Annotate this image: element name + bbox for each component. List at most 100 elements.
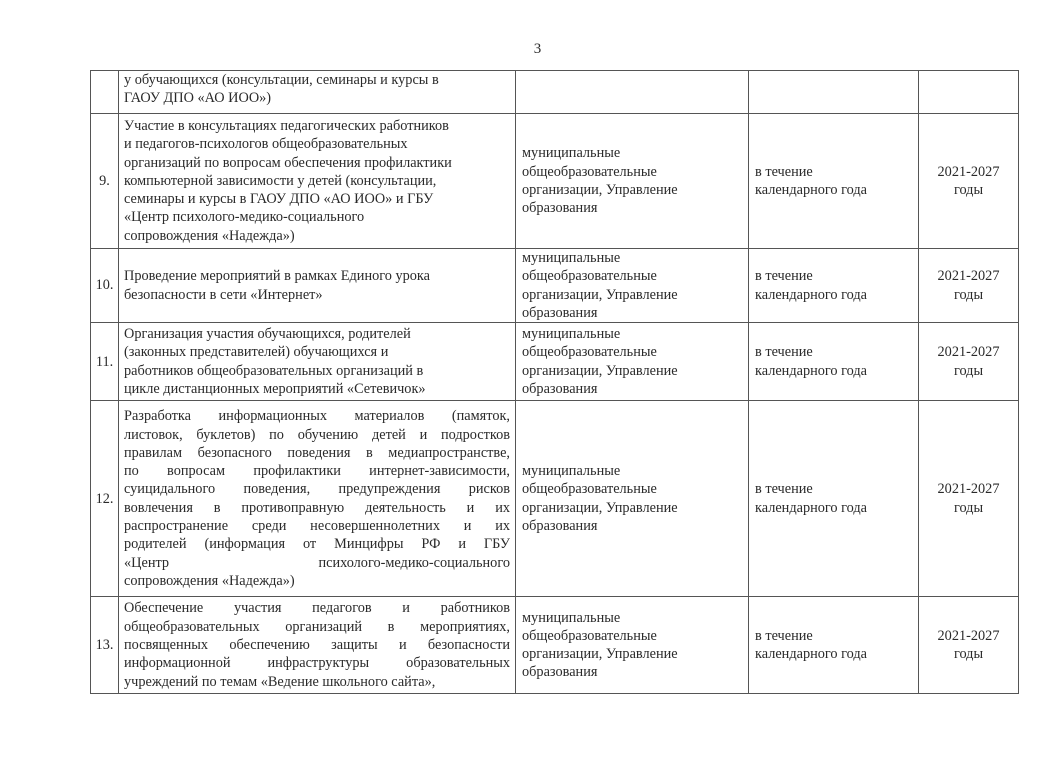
text-line: ГАОУ ДПО «АО ИОО»): [124, 90, 272, 107]
text-line: календарного года: [755, 362, 867, 379]
row-number: 12.: [90, 400, 119, 598]
text-line: муниципальные: [522, 326, 621, 343]
row-number: [90, 70, 119, 114]
text-line: 2021-2027: [937, 163, 1000, 180]
text-line: образования: [522, 380, 598, 397]
table-row: 11. Организация участия обучающихся, роди…: [90, 322, 1019, 402]
text-line: муниципальные: [522, 463, 621, 480]
row-number: 11.: [90, 322, 119, 402]
text-line: (законных представителей) обучающихся и: [124, 344, 389, 361]
activities-table: у обучающихся (консультации, семинары и …: [90, 70, 1019, 695]
text-line: Организация участия обучающихся, родител…: [124, 326, 411, 343]
text-line: работников общеобразовательных организац…: [124, 362, 424, 379]
text-line: и педагогов-психологов общеобразовательн…: [124, 136, 408, 153]
years: 2021-2027 годы: [918, 113, 1019, 249]
text-line: календарного года: [755, 499, 867, 516]
timeframe: в течение календарного года: [748, 596, 919, 695]
years: 2021-2027 годы: [918, 247, 1019, 324]
text-line: муниципальные: [522, 609, 621, 626]
text-line: семинары и курсы в ГАОУ ДПО «АО ИОО» и Г…: [124, 191, 434, 208]
text-line: общеобразовательных организаций в меропр…: [124, 618, 510, 635]
timeframe: в течение календарного года: [748, 400, 919, 598]
years: 2021-2027 годы: [918, 400, 1019, 598]
responsible-organizations: муниципальные общеобразовательные организа…: [515, 247, 749, 324]
table-row: у обучающихся (консультации, семинары и …: [90, 70, 1019, 114]
row-number: 13.: [90, 596, 119, 695]
text-line: по вопросам профилактики интернет-зависи…: [124, 463, 510, 480]
text-line: 2021-2027: [937, 481, 1000, 498]
text-line: у обучающихся (консультации, семинары и …: [124, 72, 439, 88]
text-line: Разработка информационных материалов (па…: [124, 408, 510, 425]
timeframe: в течение календарного года: [748, 113, 919, 249]
responsible-organizations: муниципальные общеобразовательные организа…: [515, 400, 749, 598]
text-line: сопровождения «Надежда»): [124, 572, 295, 589]
text-line: муниципальные: [522, 145, 621, 162]
table-row: 9. Участие в консультациях педагогических…: [90, 113, 1019, 249]
text-line: образования: [522, 304, 598, 321]
text-line: общеобразовательные: [522, 627, 657, 644]
text-line: цикле дистанционных мероприятий «Сетевич…: [124, 380, 426, 397]
text-line: вовлечения в противоправную деятельность…: [124, 499, 510, 516]
text-line: годы: [953, 499, 984, 516]
text-line: в течение: [755, 627, 813, 644]
text-line: общеобразовательные: [522, 268, 657, 285]
text-line: Проведение мероприятий в рамках Единого …: [124, 268, 431, 285]
activity-description: Участие в консультациях педагогических р…: [118, 113, 516, 249]
text-line: Участие в консультациях педагогических р…: [124, 117, 449, 134]
text-line: общеобразовательные: [522, 481, 657, 498]
text-line: учреждений по темам «Ведение школьного с…: [124, 673, 436, 690]
text-line: сопровождения «Надежда»): [124, 227, 295, 244]
text-line: безопасности в сети «Интернет»: [124, 286, 323, 303]
years: [918, 70, 1019, 114]
table-row: 10. Проведение мероприятий в рамках Едино…: [90, 247, 1019, 324]
row-number: 9.: [90, 113, 119, 249]
text-line: организаций по вопросам обеспечения проф…: [124, 154, 452, 171]
text-line: организации, Управление: [522, 182, 678, 198]
text-line: компьютерной зависимости у детей (консул…: [124, 172, 437, 189]
text-line: в течение: [755, 344, 813, 361]
text-line: образования: [522, 517, 598, 534]
text-line: листовок, буклетов) по обучению детей и …: [124, 426, 510, 443]
text-line: суицидального поведения, предупреждения …: [124, 481, 510, 498]
text-line: распространение среди несовершеннолетних…: [124, 517, 510, 534]
text-line: организации, Управление: [522, 286, 678, 303]
activity-description: Организация участия обучающихся, родител…: [118, 322, 516, 402]
text-line: организации, Управление: [522, 362, 678, 379]
timeframe: [748, 70, 919, 114]
table-row: 13. Обеспечение участия педагогов и работ…: [90, 596, 1019, 695]
text-line: календарного года: [755, 646, 867, 663]
text-line: годы: [953, 182, 984, 198]
timeframe: в течение календарного года: [748, 247, 919, 324]
text-line: 2021-2027: [937, 344, 1000, 361]
text-line: посвященных обеспечению защиты и безопас…: [124, 637, 510, 654]
years: 2021-2027 годы: [918, 322, 1019, 402]
text-line: организации, Управление: [522, 499, 678, 516]
text-line: в течение: [755, 268, 813, 285]
text-line: годы: [953, 646, 984, 663]
responsible-organizations: муниципальные общеобразовательные организа…: [515, 596, 749, 695]
text-line: информационной инфраструктуры образовате…: [124, 655, 510, 672]
text-line: муниципальные: [522, 250, 621, 266]
text-line: 2021-2027: [937, 627, 1000, 644]
responsible-organizations: [515, 70, 749, 114]
text-line: общеобразовательные: [522, 163, 657, 180]
text-line: «Центр психолого-медико-социального: [124, 209, 365, 226]
text-line: общеобразовательные: [522, 344, 657, 361]
responsible-organizations: муниципальные общеобразовательные организа…: [515, 322, 749, 402]
text-line: правилам безопасного поведения в медиапр…: [124, 444, 510, 461]
text-line: Обеспечение участия педагогов и работник…: [124, 600, 510, 617]
text-line: родителей (информация от Минцифры РФ и Г…: [124, 536, 510, 553]
text-line: образования: [522, 664, 598, 681]
activity-description: Проведение мероприятий в рамках Единого …: [118, 247, 516, 324]
text-line: в течение: [755, 163, 813, 180]
activity-description: у обучающихся (консультации, семинары и …: [118, 70, 516, 114]
activity-description: Разработка информационных материалов (па…: [118, 400, 516, 598]
text-line: календарного года: [755, 182, 867, 198]
years: 2021-2027 годы: [918, 596, 1019, 695]
text-line: в течение: [755, 481, 813, 498]
table-row: 12. Разработка информационных материалов …: [90, 400, 1019, 598]
page-number: 3: [533, 41, 542, 57]
text-line: 2021-2027: [937, 268, 1000, 285]
text-line: организации, Управление: [522, 646, 678, 663]
text-line: годы: [953, 362, 984, 379]
